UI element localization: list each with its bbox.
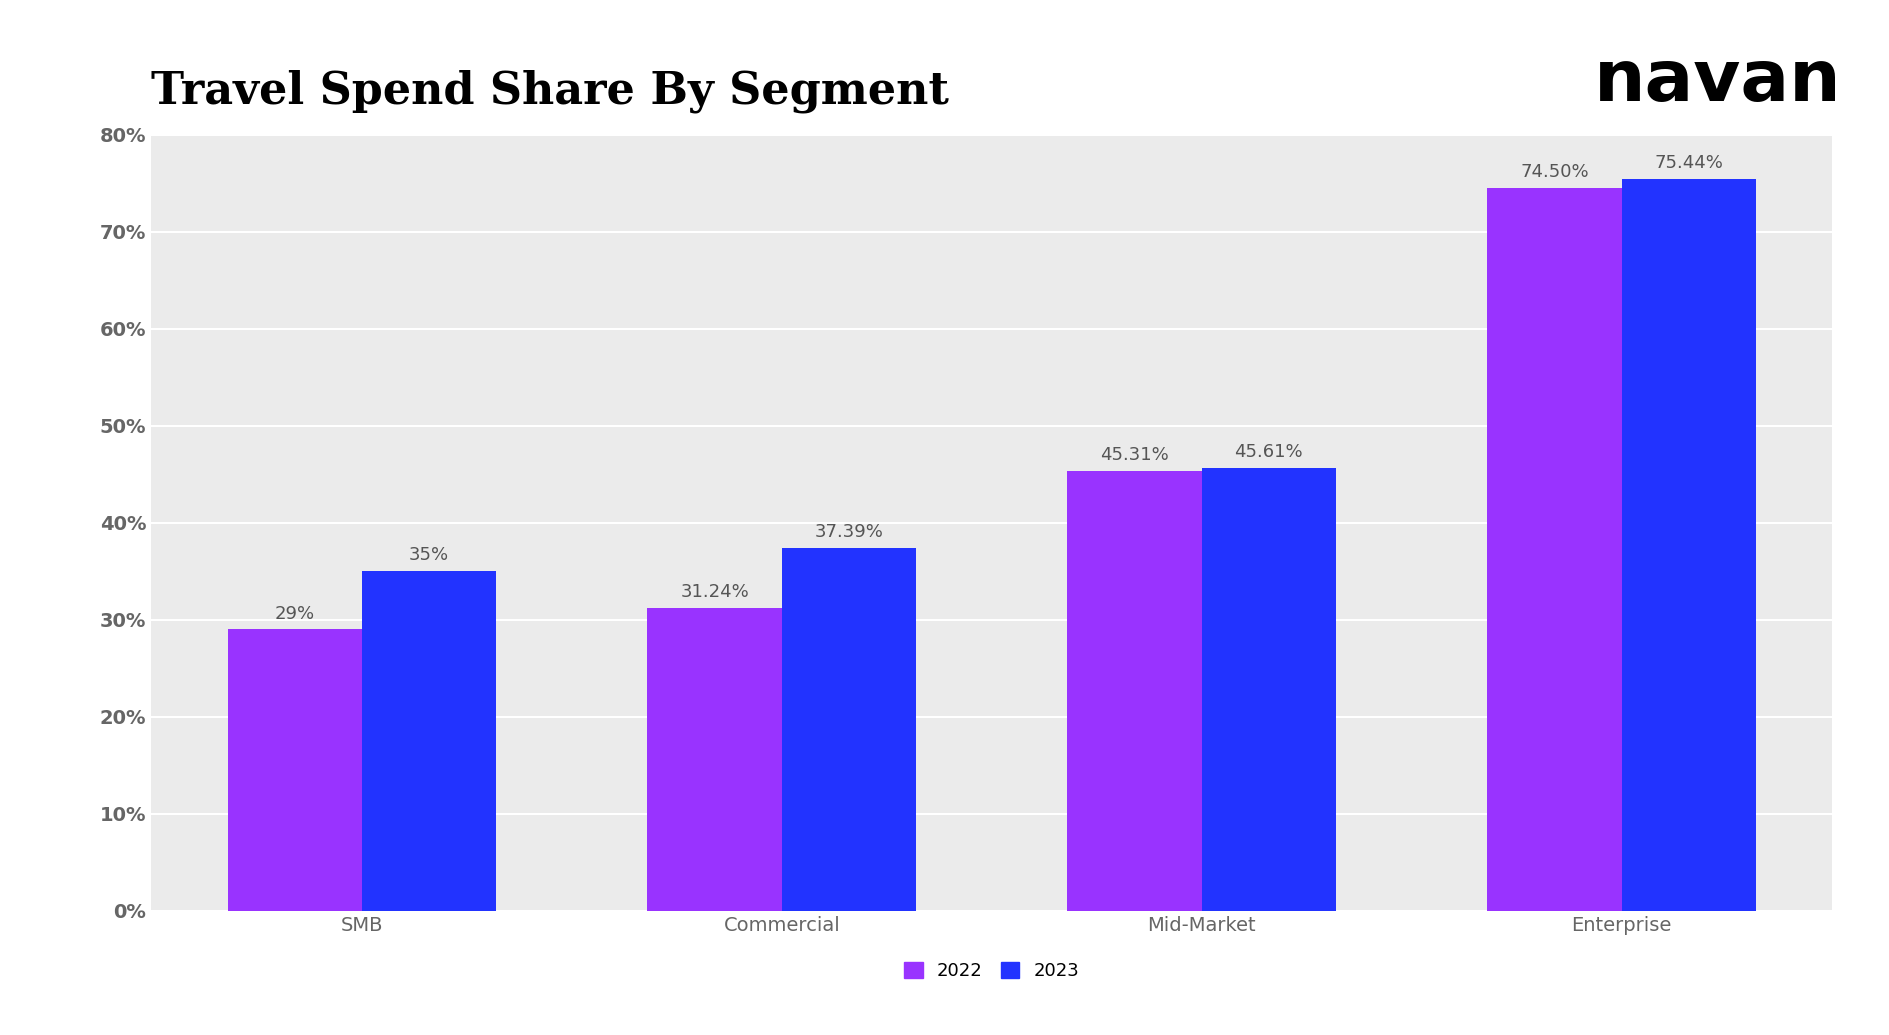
Bar <box>363 571 497 911</box>
Text: navan: navan <box>1594 47 1842 116</box>
Text: Travel Spend Share By Segment: Travel Spend Share By Segment <box>151 70 948 114</box>
Text: 29%: 29% <box>274 604 315 623</box>
Text: 45.61%: 45.61% <box>1235 443 1303 462</box>
Text: 74.50%: 74.50% <box>1521 164 1589 181</box>
Text: 31.24%: 31.24% <box>680 583 748 601</box>
Text: 45.31%: 45.31% <box>1099 446 1169 465</box>
Bar <box>1487 188 1621 911</box>
Text: 75.44%: 75.44% <box>1655 154 1723 172</box>
Bar <box>1621 179 1757 911</box>
Bar <box>648 608 782 911</box>
Text: 35%: 35% <box>410 546 450 564</box>
Bar <box>227 629 363 911</box>
Bar <box>1067 471 1201 911</box>
Bar <box>1201 468 1336 911</box>
Legend: 2022, 2023: 2022, 2023 <box>897 954 1086 987</box>
Bar <box>782 548 916 911</box>
Text: 37.39%: 37.39% <box>814 524 884 541</box>
